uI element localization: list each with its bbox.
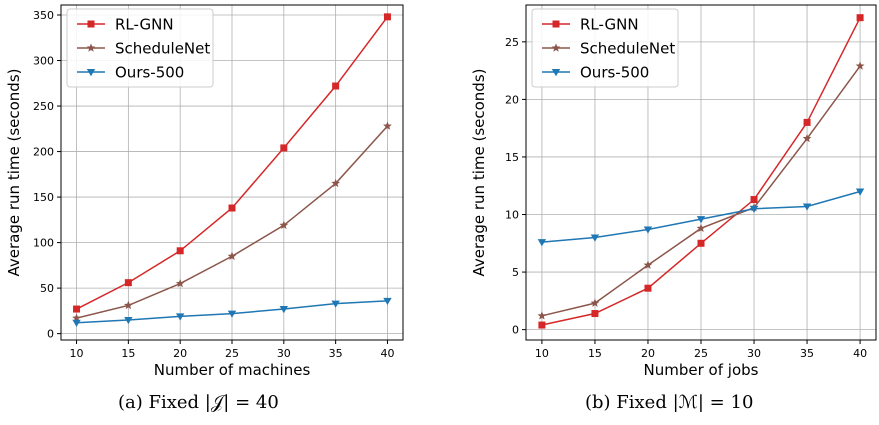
data-point [175,278,185,288]
data-point [590,234,600,242]
y-tick-label: 300 [33,55,54,68]
legend-label: ScheduleNet [580,40,675,58]
legend: RL-GNN ScheduleNet Ours-500 [531,8,679,88]
data-point [227,310,237,318]
data-point [72,313,81,322]
legend-marker [87,20,95,28]
data-point [175,313,185,321]
y-tick-label: 100 [33,237,54,250]
series-rl-gnn [538,14,864,329]
series-ours-500 [72,297,392,327]
series-schedulenet [72,121,392,322]
data-point [750,196,758,204]
x-tick-label: 25 [225,347,239,360]
legend-box [531,8,679,88]
data-point [279,220,289,230]
legend-label: ScheduleNet [115,40,210,58]
legend-marker [551,69,561,77]
y-tick-label: 200 [33,146,54,159]
legend-label: Ours-500 [115,64,184,82]
series-rl-gnn [73,13,391,313]
y-tick-label: 50 [40,282,54,295]
y-tick-label: 15 [505,151,519,164]
data-point [383,297,392,306]
x-tick-label: 35 [329,347,343,360]
data-point [332,82,340,90]
data-point [803,118,811,126]
data-point [749,205,759,213]
data-point [228,204,236,212]
x-axis-label: Number of jobs [644,361,759,379]
x-tick-label: 10 [535,347,549,360]
y-tick-label: 250 [33,100,54,113]
legend-label: Ours-500 [580,64,649,82]
data-point [331,300,340,308]
caption-a: (a) Fixed |𝒥| = 40 [118,392,279,413]
data-point [802,203,812,211]
data-point [590,298,600,307]
data-point [855,61,865,70]
data-point [538,321,546,329]
x-tick-label: 40 [380,347,394,360]
data-point [697,239,705,247]
y-axis-label: Average run time (seconds) [470,69,488,277]
data-point [644,284,652,292]
data-point [537,311,547,320]
x-tick-label: 10 [70,347,84,360]
legend-label: RL-GNN [115,16,174,34]
data-point [176,247,184,255]
x-tick-label: 20 [173,347,187,360]
data-point [591,310,599,318]
legend: RL-GNN ScheduleNet Ours-500 [66,8,214,88]
data-point [802,133,812,143]
legend-marker [86,43,96,52]
y-tick-label: 0 [47,328,54,341]
x-axis-label: Number of machines [154,361,311,379]
data-point [855,188,865,196]
data-point [383,13,391,21]
x-tick-label: 30 [277,347,291,360]
data-point [123,300,133,310]
data-point [227,251,237,260]
data-point [856,14,864,22]
y-axis-label: Average run time (seconds) [5,69,23,277]
data-point [279,306,289,314]
y-tick-label: 150 [33,191,54,204]
x-tick-label: 20 [641,347,655,360]
y-tick-label: 350 [33,9,54,22]
legend-marker [551,43,561,52]
figure-canvas: 10 15 20 25 30 35 40050100150200250300350Numbe… [5,4,877,379]
legend-box [66,8,214,88]
caption-b: (b) Fixed |ℳ| = 10 [585,392,754,413]
chart-panel-a: 10 15 20 25 30 35 40 0 50 100 150 200 250 300 350 Numbe… [5,4,404,379]
data-point [537,239,547,247]
data-point [383,121,392,130]
data-point [696,223,706,233]
y-tick-label: 10 [505,209,519,222]
y-tick-label: 5 [512,266,519,279]
x-tick-label: 15 [121,347,135,360]
x-tick-label: 15 [588,347,602,360]
x-tick-label: 30 [747,347,761,360]
y-tick-label: 20 [505,93,519,106]
data-point [72,319,81,327]
data-point [331,178,341,188]
data-point [73,305,81,313]
y-tick-label: 25 [505,36,519,49]
data-point [696,216,706,224]
data-point [124,279,132,287]
series-ours-500 [537,188,865,247]
data-point [280,144,288,152]
x-tick-label: 25 [694,347,708,360]
y-tick-label: 0 [512,324,519,337]
x-tick-label: 40 [853,347,867,360]
data-point [643,226,653,234]
x-tick-label: 35 [800,347,814,360]
data-point [643,260,653,269]
data-point [124,316,133,325]
legend-marker [552,20,560,28]
legend-marker [86,69,96,77]
legend-label: RL-GNN [580,16,639,34]
